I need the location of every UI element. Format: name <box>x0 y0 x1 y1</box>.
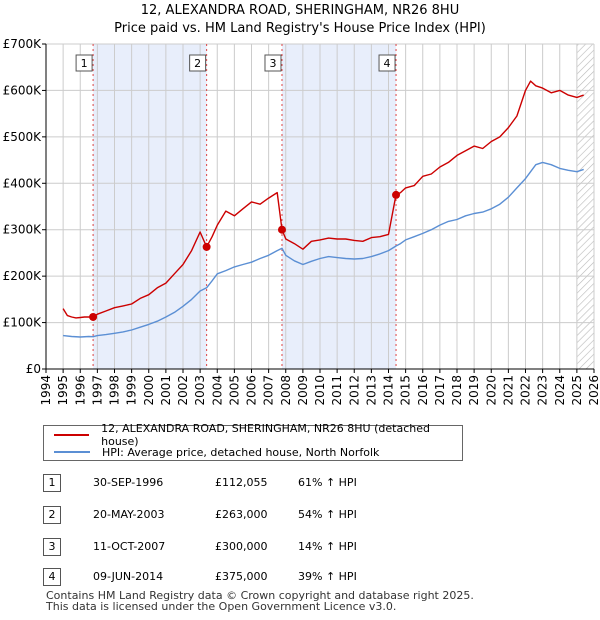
x-tick-label: 2015 <box>399 375 413 406</box>
sale-label: 2 <box>194 57 201 70</box>
x-tick-label: 2000 <box>142 375 156 406</box>
ownership-period-shade <box>281 44 397 369</box>
sale-row: 1 30-SEP-1996 £112,055 61% ↑ HPI <box>43 474 443 494</box>
x-tick-label: 2010 <box>313 375 327 406</box>
sale-point <box>277 225 286 234</box>
chart-subtitle: Price paid vs. HM Land Registry's House … <box>114 21 486 36</box>
forecast-hatch <box>576 44 594 369</box>
sale-label-box <box>378 54 396 72</box>
x-tick-label: 1997 <box>90 375 104 406</box>
sale-date: 20-MAY-2003 <box>93 508 165 521</box>
sale-price: £300,000 <box>215 540 268 553</box>
x-tick-label: 2005 <box>227 375 241 406</box>
y-tick-label: £400K <box>3 176 43 190</box>
sale-point <box>392 190 401 199</box>
x-tick-label: 2020 <box>484 375 498 406</box>
sale-number-badge: 3 <box>43 538 61 556</box>
legend-item-property: 12, ALEXANDRA ROAD, SHERINGHAM, NR26 8HU… <box>54 422 462 448</box>
sale-label-box <box>75 54 93 72</box>
x-tick-label: 1999 <box>125 375 139 406</box>
y-tick-label: £700K <box>3 37 43 51</box>
footer-line-licence: This data is licensed under the Open Gov… <box>46 600 397 613</box>
sale-number-badge: 1 <box>43 474 61 492</box>
sale-hpi-change: 14% ↑ HPI <box>298 540 357 553</box>
x-tick-label: 2003 <box>193 375 207 406</box>
ownership-period-shade <box>93 44 207 369</box>
x-tick-label: 2019 <box>467 375 481 406</box>
x-tick-label: 2026 <box>587 375 600 406</box>
x-tick-label: 2009 <box>296 375 310 406</box>
y-tick-label: £600K <box>3 83 43 97</box>
sale-hpi-change: 61% ↑ HPI <box>298 476 357 489</box>
legend-label-hpi: HPI: Average price, detached house, Nort… <box>102 445 380 459</box>
x-tick-label: 1994 <box>39 375 53 406</box>
x-tick-label: 2016 <box>416 375 430 406</box>
sale-price: £263,000 <box>215 508 268 521</box>
y-tick-label: £100K <box>3 316 43 330</box>
sale-date: 30-SEP-1996 <box>93 476 164 489</box>
x-tick-label: 1995 <box>56 375 70 406</box>
sale-row: 4 09-JUN-2014 £375,000 39% ↑ HPI <box>43 568 443 588</box>
sale-number-badge: 4 <box>43 568 61 586</box>
legend-label-property: 12, ALEXANDRA ROAD, SHERINGHAM, NR26 8HU… <box>101 422 430 448</box>
sale-point <box>202 242 211 251</box>
property-series-line <box>62 80 584 319</box>
x-tick-label: 2017 <box>433 375 447 406</box>
x-tick-label: 2011 <box>330 375 344 406</box>
x-tick-label: 2013 <box>364 375 378 406</box>
sale-price: £112,055 <box>215 476 268 489</box>
x-tick-label: 1998 <box>108 375 122 406</box>
x-tick-label: 2025 <box>570 375 584 406</box>
sale-label: 1 <box>81 57 88 70</box>
sale-hpi-change: 54% ↑ HPI <box>298 508 357 521</box>
sale-hpi-change: 39% ↑ HPI <box>298 570 357 583</box>
sale-label-box <box>189 54 207 72</box>
y-tick-label: £500K <box>3 130 43 144</box>
sale-number-badge: 2 <box>43 506 61 524</box>
x-tick-label: 2006 <box>245 375 259 406</box>
chart-legend: 12, ALEXANDRA ROAD, SHERINGHAM, NR26 8HU… <box>43 422 463 461</box>
sale-row: 3 11-OCT-2007 £300,000 14% ↑ HPI <box>43 538 443 558</box>
y-tick-label: £300K <box>3 223 43 237</box>
x-tick-label: 2023 <box>536 375 550 406</box>
footer-attribution: Contains HM Land Registry data © Crown c… <box>46 590 474 612</box>
x-tick-label: 2007 <box>262 375 276 406</box>
x-tick-label: 2012 <box>347 375 361 406</box>
x-tick-label: 2022 <box>519 375 533 406</box>
legend-line-hpi <box>54 451 90 453</box>
sale-row: 2 20-MAY-2003 £263,000 54% ↑ HPI <box>43 506 443 526</box>
price-chart: 12, ALEXANDRA ROAD, SHERINGHAM, NR26 8HU… <box>3 3 600 406</box>
x-tick-label: 2014 <box>382 375 396 406</box>
sale-date: 09-JUN-2014 <box>93 570 164 583</box>
legend-item-hpi: HPI: Average price, detached house, Nort… <box>54 444 379 460</box>
x-tick-label: 2004 <box>210 375 224 406</box>
x-tick-label: 2024 <box>553 375 567 406</box>
x-tick-label: 2001 <box>159 375 173 406</box>
x-tick-label: 2008 <box>279 375 293 406</box>
chart-title: 12, ALEXANDRA ROAD, SHERINGHAM, NR26 8HU <box>141 3 459 18</box>
y-tick-label: £0 <box>26 362 41 376</box>
sale-label-box <box>264 54 282 72</box>
sale-price: £375,000 <box>215 570 268 583</box>
footer-line-copyright: Contains HM Land Registry data © Crown c… <box>46 589 474 602</box>
x-tick-label: 1996 <box>73 375 87 406</box>
sale-date: 11-OCT-2007 <box>93 540 166 553</box>
x-tick-label: 2018 <box>450 375 464 406</box>
hpi-series-line <box>63 161 584 338</box>
y-tick-label: £200K <box>3 269 43 283</box>
sale-label: 4 <box>384 57 391 70</box>
sale-label: 3 <box>269 57 276 70</box>
x-tick-label: 2002 <box>176 375 190 406</box>
sale-point <box>89 312 98 321</box>
x-tick-label: 2021 <box>501 375 515 406</box>
legend-line-property <box>54 434 90 436</box>
